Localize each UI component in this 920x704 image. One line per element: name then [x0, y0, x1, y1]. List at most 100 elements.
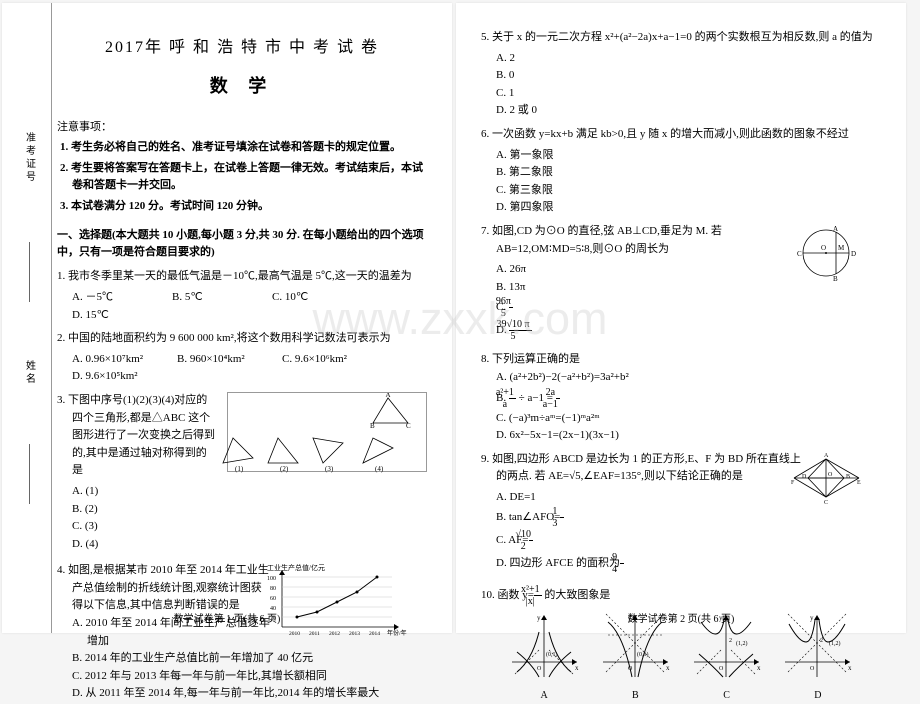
svg-text:(1,2): (1,2): [736, 640, 748, 647]
q2-opt-d: D. 9.6×10⁵km²: [87, 368, 182, 386]
svg-text:2012: 2012: [329, 631, 340, 637]
q10-text-suffix: 的大致图象是: [542, 590, 611, 602]
q9-opt-b: B. tan∠AFO=13: [511, 506, 691, 529]
q3-opt-b: B. (2): [87, 501, 417, 519]
question-1: 1. 我市冬季里某一天的最低气温是－10℃,最高气温是 5℃,这一天的温差为 A…: [57, 268, 427, 324]
page-1: 准考证号 姓名 2017年 呼 和 浩 特 市 中 考 试 卷 数 学 注意事项…: [2, 3, 452, 633]
q9-text: 9. 如图,四边形 ABCD 是边长为 1 的正方形,E、F 为 BD 所在直线…: [481, 453, 801, 483]
q4-chart: 工业生产总值/亿元 20 40 60 80 100: [277, 562, 427, 642]
svg-text:O: O: [628, 666, 633, 672]
q3-opt-a: A. (1): [87, 483, 417, 501]
svg-text:D: D: [851, 250, 856, 258]
svg-text:O: O: [821, 244, 826, 252]
svg-text:C: C: [406, 422, 411, 430]
binding-line: [29, 242, 30, 302]
page-1-footer: 数学试卷第 1 页(共 6 页): [2, 610, 452, 625]
svg-text:D: D: [802, 474, 807, 480]
svg-text:x: x: [757, 664, 761, 672]
q6-opt-d: D. 第四象限: [511, 199, 691, 217]
q6-opt-b: B. 第二象限: [511, 164, 691, 182]
q8-opt-b: B. a²+1a ÷ a−1 = 2aa−1: [511, 387, 881, 410]
q8-opt-c: C. (−a)³m÷aᵐ=(−1)ᵐa²ᵐ: [511, 410, 881, 428]
q6-text: 6. 一次函数 y=kx+b 满足 kb>0,且 y 随 x 的增大而减小,则此…: [481, 128, 849, 140]
q10-graph-c: x y (1,2) O 2 C: [704, 612, 764, 704]
svg-text:(1): (1): [235, 465, 244, 473]
q4-opt-d: D. 从 2011 年至 2014 年,每一年与前一年比,2014 年的增长率最…: [87, 685, 427, 703]
svg-text:A: A: [824, 453, 829, 459]
svg-text:2013: 2013: [349, 631, 360, 637]
svg-text:年份/年: 年份/年: [387, 629, 407, 637]
svg-text:(3): (3): [325, 465, 334, 473]
svg-text:x: x: [666, 664, 670, 672]
page-2-footer: 数学试卷第 2 页(共 6 页): [456, 610, 906, 625]
svg-text:O: O: [719, 666, 724, 672]
svg-text:2014: 2014: [369, 631, 380, 637]
svg-text:A: A: [833, 225, 838, 233]
q7-opt-d: D. 39√10 π5: [511, 319, 691, 342]
svg-text:2011: 2011: [309, 631, 320, 637]
question-5: 5. 关于 x 的一元二次方程 x²+(a²−2a)x+a−1=0 的两个实数根…: [481, 29, 881, 120]
svg-text:(0,1): (0,1): [637, 651, 649, 658]
q4-text: 4. 如图,是根据某市 2010 年至 2014 年工业生产总值绘制的折线统计图…: [57, 564, 269, 611]
section-1-title: 一、选择题(本大题共 10 小题,每小题 3 分,共 30 分. 在每小题给出的…: [57, 227, 427, 260]
q7-opt-c: C. 96π5: [511, 296, 691, 319]
exam-subject: 数 学: [57, 72, 427, 98]
q10-graphs: x y (0,1) O A x y: [496, 612, 881, 704]
q10-graph-d: x y (1,2) O 2 D: [795, 612, 855, 704]
question-10: 10. 函数 y=x²+1|x| 的大致图象是 x y (0,1) O: [481, 584, 881, 704]
svg-text:O: O: [537, 666, 542, 672]
q7-opt-b: B. 13π: [511, 279, 691, 297]
svg-text:A: A: [385, 393, 390, 399]
q6-opt-a: A. 第一象限: [511, 147, 691, 165]
q3-opt-c: C. (3): [87, 518, 417, 536]
svg-text:60: 60: [270, 596, 276, 602]
question-9: A D B C E F O 9. 如图,四边形 ABCD 是边长为 1 的正方形…: [481, 451, 881, 579]
q3-text: 3. 下图中序号(1)(2)(3)(4)对应的四个三角形,都是△ABC 这个图形…: [57, 394, 215, 476]
svg-text:(0,1): (0,1): [546, 651, 558, 658]
question-3: A B C (1) (2) (3) (4) 3. 下图中序号(1)(2)(3)(…: [57, 392, 427, 556]
q3-opt-d: D. (4): [87, 536, 417, 554]
svg-text:M: M: [838, 244, 845, 252]
svg-text:2: 2: [820, 638, 823, 644]
svg-text:80: 80: [270, 586, 276, 592]
svg-text:C: C: [797, 250, 802, 258]
svg-text:B: B: [846, 474, 850, 480]
svg-text:O: O: [810, 666, 815, 672]
q7-text: 7. 如图,CD 为⊙O 的直径,弦 AB⊥CD,垂足为 M. 若 AB=12,…: [481, 225, 722, 255]
svg-text:F: F: [791, 480, 795, 486]
q4-opt-b: B. 2014 年的工业生产总值比前一年增加了 40 亿元: [87, 650, 427, 668]
q7-opt-a: A. 26π: [511, 261, 691, 279]
binding-margin: 准考证号 姓名: [7, 3, 52, 633]
q1-opt-a: A. －5℃: [87, 289, 177, 307]
q3-figure: A B C (1) (2) (3) (4): [227, 392, 427, 472]
svg-text:B: B: [833, 275, 838, 283]
q2-text: 2. 中国的陆地面积约为 9 600 000 km²,将这个数用科学记数法可表示…: [57, 332, 391, 344]
q1-text: 1. 我市冬季里某一天的最低气温是－10℃,最高气温是 5℃,这一天的温差为: [57, 270, 412, 282]
notice-block: 注意事项： 1. 考生务必将自己的姓名、准考证号填涂在试卷和答题卡的规定位置。 …: [57, 118, 427, 215]
page-2: 5. 关于 x 的一元二次方程 x²+(a²−2a)x+a−1=0 的两个实数根…: [456, 3, 906, 633]
svg-text:100: 100: [267, 576, 276, 582]
q5-opt-a: A. 2: [511, 50, 691, 68]
svg-text:(4): (4): [375, 465, 384, 473]
svg-text:x: x: [848, 664, 852, 672]
q7-figure: C D A B O M: [806, 223, 876, 283]
binding-label-name: 姓名: [22, 360, 37, 386]
q8-opt-d: D. 6x²−5x−1=(2x−1)(3x−1): [511, 427, 881, 445]
svg-text:(1,2): (1,2): [829, 640, 841, 647]
svg-text:O: O: [828, 472, 833, 478]
q9-figure: A D B C E F O: [804, 451, 879, 506]
svg-text:C: C: [824, 500, 828, 506]
q2-opt-c: C. 9.6×10⁶km²: [297, 351, 392, 369]
notice-item: 1. 考生务必将自己的姓名、准考证号填涂在试卷和答题卡的规定位置。: [72, 139, 427, 157]
q2-opt-b: B. 960×10⁴km²: [192, 351, 287, 369]
binding-line: [29, 444, 30, 504]
question-6: 6. 一次函数 y=kx+b 满足 kb>0,且 y 随 x 的增大而减小,则此…: [481, 126, 881, 217]
question-8: 8. 下列运算正确的是 A. (a²+2b²)−2(−a²+b²)=3a²+b²…: [481, 351, 881, 444]
q8-opt-a: A. (a²+2b²)−2(−a²+b²)=3a²+b²: [511, 369, 881, 387]
svg-text:2: 2: [729, 638, 732, 644]
exam-title: 2017年 呼 和 浩 特 市 中 考 试 卷: [57, 33, 427, 57]
svg-text:E: E: [857, 480, 861, 486]
q5-opt-d: D. 2 或 0: [511, 102, 691, 120]
q5-text: 5. 关于 x 的一元二次方程 x²+(a²−2a)x+a−1=0 的两个实数根…: [481, 31, 873, 43]
svg-text:工业生产总值/亿元: 工业生产总值/亿元: [267, 563, 325, 572]
